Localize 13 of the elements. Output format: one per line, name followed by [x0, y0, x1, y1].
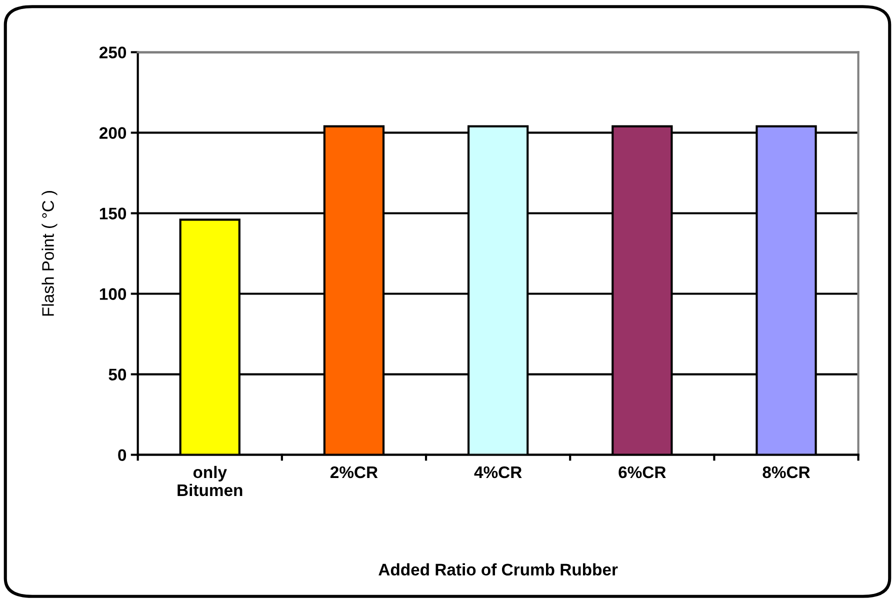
y-tick-label: 0 [118, 449, 126, 462]
y-tick-label: 200 [99, 127, 126, 139]
x-tick-label: 4%CR [474, 466, 522, 478]
y-tick-label: 50 [108, 368, 126, 380]
y-axis-title: Flash Point ( °C ) [42, 190, 58, 316]
y-tick-label: 250 [99, 46, 126, 58]
x-tick-label: only Bitumen [178, 466, 242, 496]
y-tick-label: 100 [100, 288, 126, 300]
y-tick-label: 150 [100, 208, 126, 220]
x-tick-label: 8%CR [762, 466, 810, 478]
x-axis-title: Added Ratio of Crumb Rubber [378, 563, 618, 576]
x-tick-label: 2%CR [330, 466, 378, 478]
x-tick-label: 6%CR [618, 466, 666, 478]
